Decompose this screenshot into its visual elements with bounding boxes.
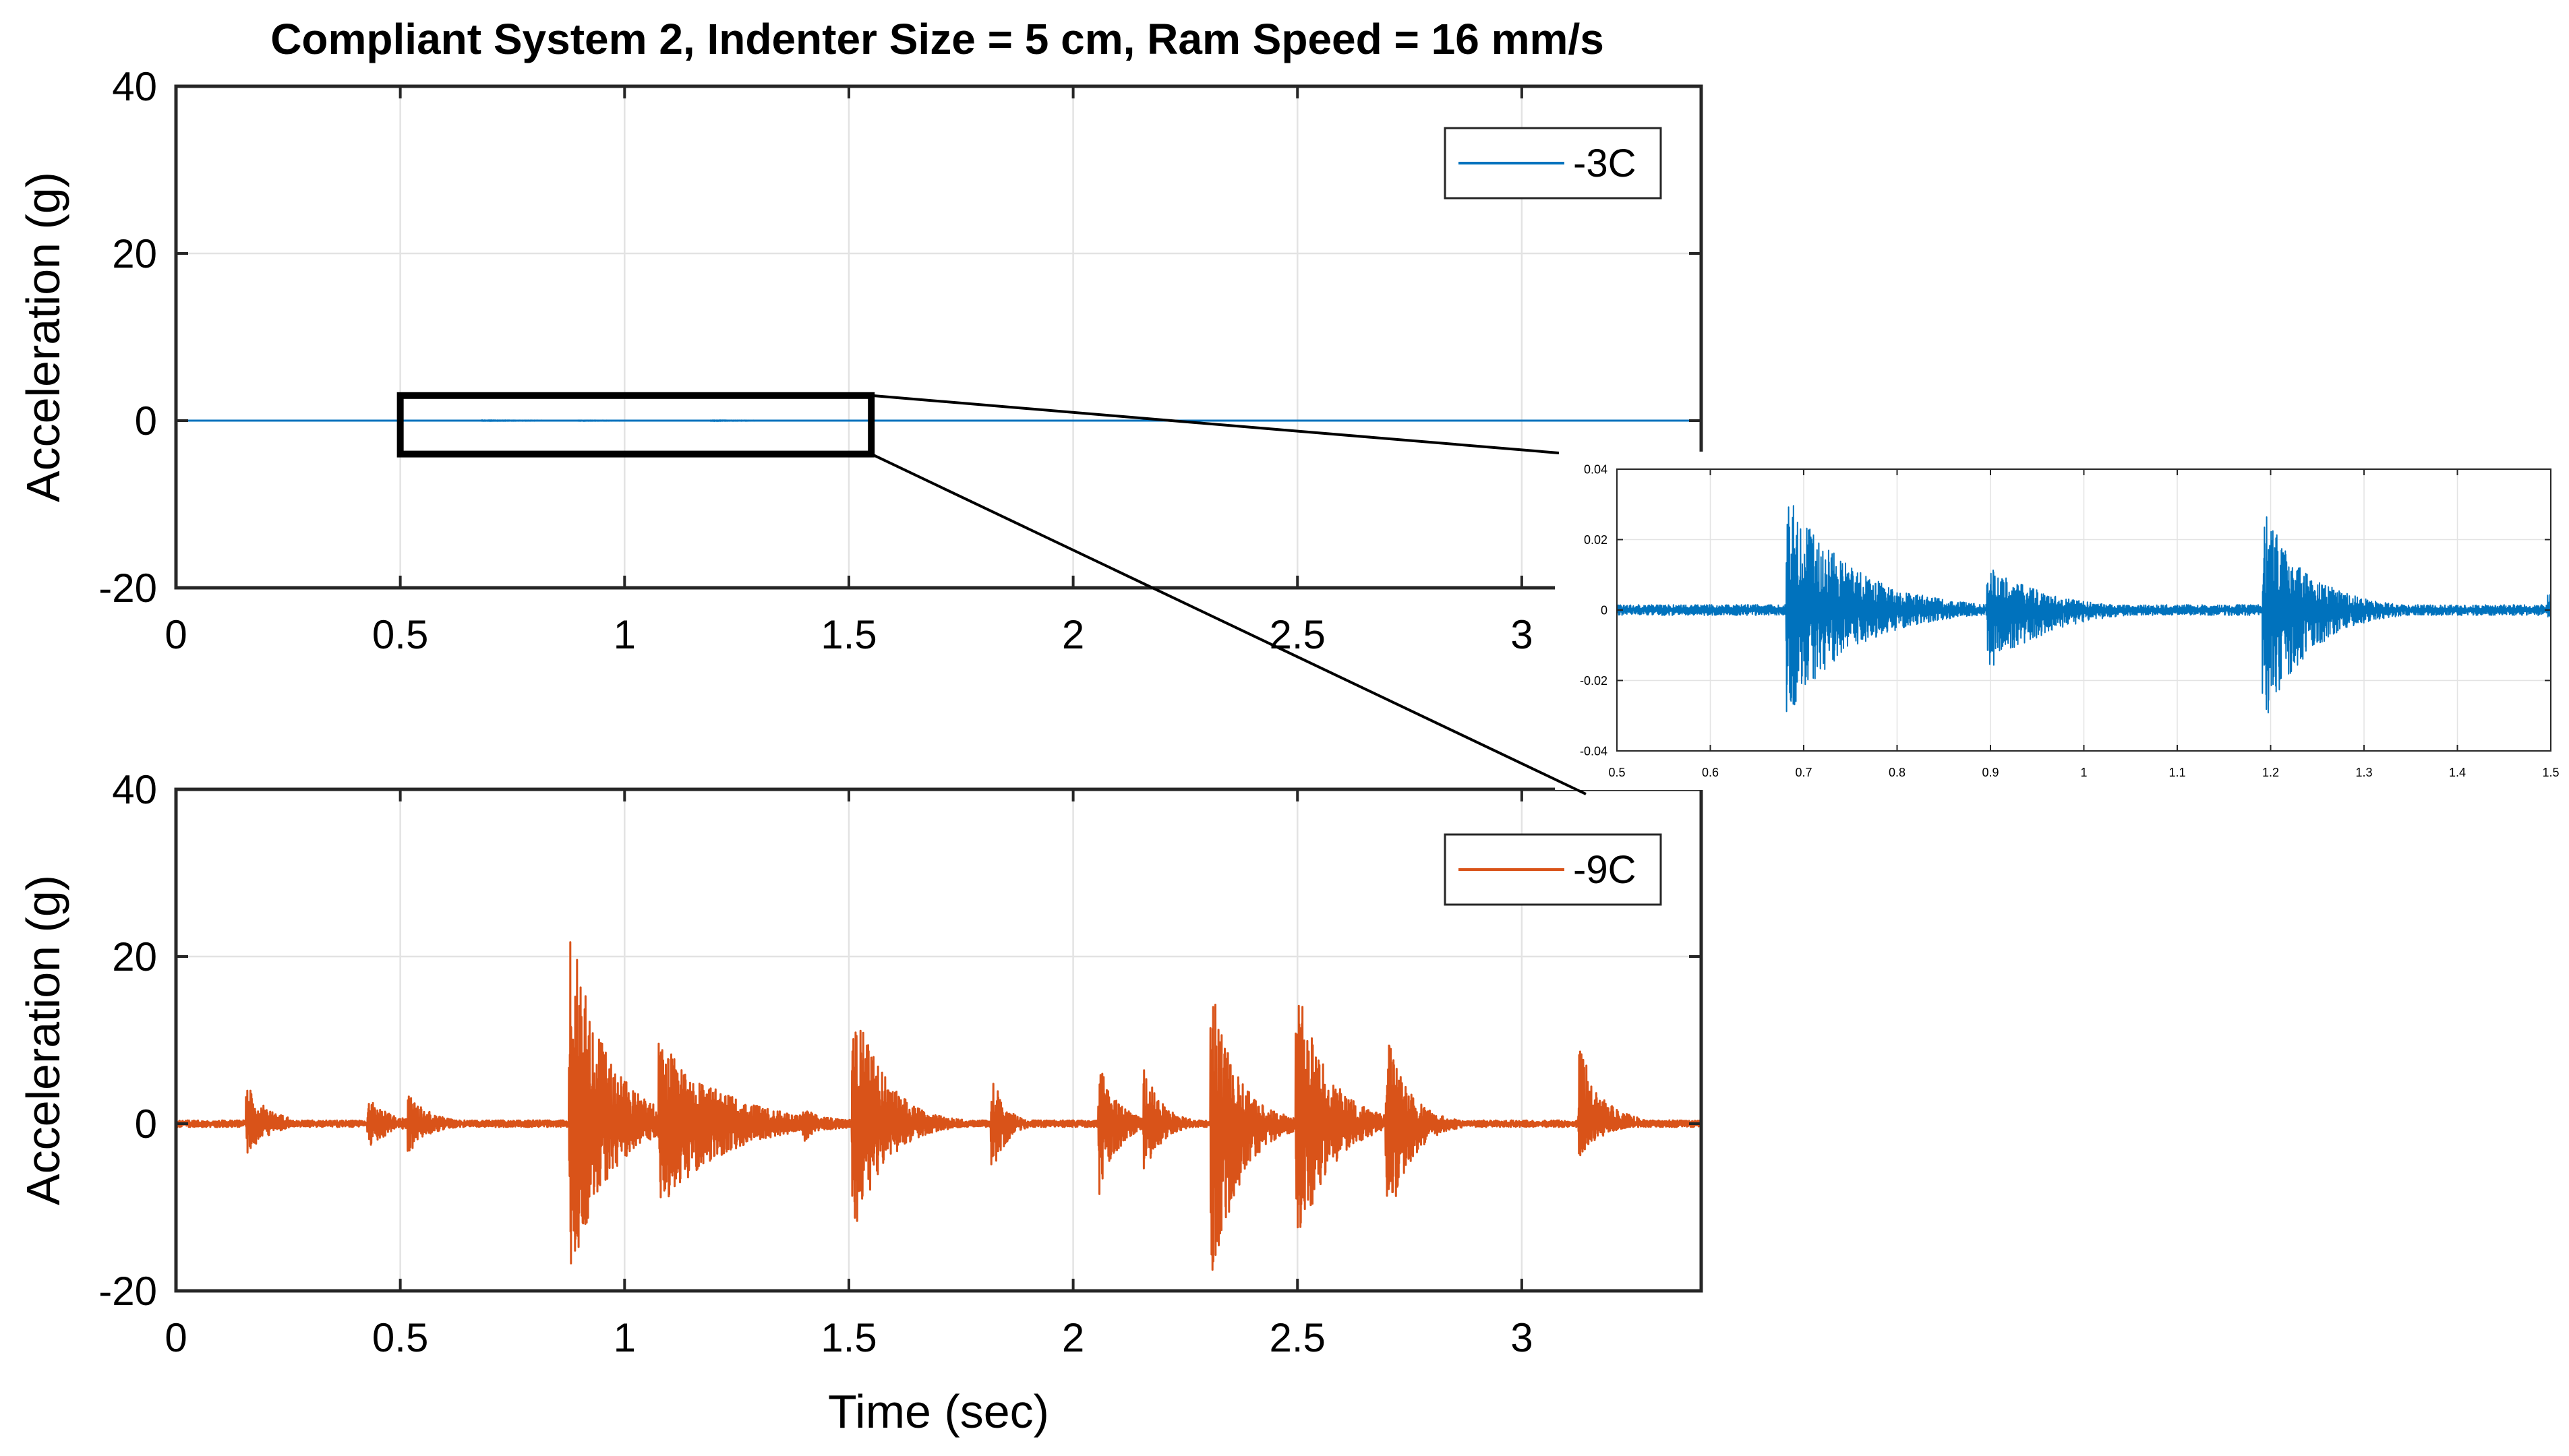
top-y-tick-labels: -20 0 20 40 — [98, 64, 157, 611]
x-tick-label: 1.2 — [2262, 766, 2279, 779]
x-tick-label: 1 — [614, 612, 636, 657]
y-tick-label: 40 — [112, 64, 157, 109]
x-tick-label: 0 — [165, 612, 187, 657]
y-tick-label: 0.04 — [1584, 462, 1607, 476]
x-tick-label: 2 — [1062, 1315, 1084, 1360]
bottom-series-group — [175, 941, 1703, 1271]
x-tick-label: 1 — [614, 1315, 636, 1360]
x-tick-label: 1.5 — [821, 612, 877, 657]
y-tick-label: 20 — [112, 934, 157, 979]
y-tick-label: 0 — [1601, 603, 1607, 617]
x-tick-label: 1.5 — [2542, 766, 2559, 779]
x-tick-label: 3 — [1510, 1315, 1533, 1360]
top-zoom-box — [396, 392, 875, 458]
x-tick-label: 1.5 — [821, 1315, 877, 1360]
top-ticks — [175, 85, 1701, 589]
x-tick-label: 0.8 — [1889, 766, 1906, 779]
x-tick-label: 1.4 — [2449, 766, 2466, 779]
top-x-tick-labels: 0 0.5 1 1.5 2 2.5 3 — [165, 612, 1533, 657]
x-tick-label: 0.7 — [1795, 766, 1812, 779]
y-tick-label: 40 — [112, 767, 157, 812]
x-tick-label: 1 — [2080, 766, 2087, 779]
zoom-connector-upper — [871, 394, 1560, 454]
x-tick-label: 0 — [165, 1315, 187, 1360]
top-axes-frame — [174, 84, 1703, 590]
bottom-ticks — [175, 788, 1701, 1292]
zoom-connector-lower — [870, 452, 1587, 795]
x-tick-label: 2.5 — [1270, 612, 1326, 657]
y-tick-label: 0.02 — [1584, 533, 1607, 547]
x-tick-label: 3 — [1510, 612, 1533, 657]
x-tick-label: 0.5 — [372, 1315, 428, 1360]
x-tick-label: 1.3 — [2355, 766, 2372, 779]
y-tick-label: -20 — [98, 566, 157, 611]
y-tick-label: -20 — [98, 1269, 157, 1314]
y-tick-label: -0.04 — [1580, 744, 1607, 758]
x-tick-label: 2 — [1062, 612, 1084, 657]
y-tick-label: 0 — [135, 1101, 157, 1147]
series-line--3C — [1616, 505, 2551, 714]
bottom-x-axis-label: Time (sec) — [828, 1385, 1049, 1438]
x-tick-label: 0.6 — [1702, 766, 1719, 779]
top-y-axis-label: Acceleration (g) — [17, 172, 69, 502]
series-line--9C — [175, 941, 1703, 1271]
y-tick-label: 20 — [112, 231, 157, 276]
bottom-y-tick-labels: -20 0 20 40 — [98, 767, 157, 1314]
x-tick-label: 0.9 — [1982, 766, 1999, 779]
y-tick-label: -0.02 — [1580, 674, 1607, 688]
x-tick-label: 1.1 — [2168, 766, 2185, 779]
x-tick-label: 0.5 — [372, 612, 428, 657]
bottom-axes-frame — [174, 787, 1703, 1293]
inset-y-tick-labels: -0.04 -0.02 0 0.02 0.04 — [1580, 462, 1607, 758]
top-legend: -3C — [1444, 127, 1662, 200]
figure-title: Compliant System 2, Indenter Size = 5 cm… — [270, 15, 1604, 63]
x-tick-label: 2.5 — [1270, 1315, 1326, 1360]
y-tick-label: 0 — [135, 398, 157, 444]
inset-ticks — [1616, 468, 2551, 752]
inset-x-tick-labels: 0.5 0.6 0.7 0.8 0.9 1 1.1 1.2 1.3 1.4 1.5 — [1608, 766, 2559, 779]
x-tick-label: 0.5 — [1608, 766, 1625, 779]
inset-series-group — [1616, 505, 2551, 714]
bottom-legend: -9C — [1444, 833, 1662, 906]
bottom-y-axis-label: Acceleration (g) — [17, 875, 69, 1205]
inset-panel: 0.5 0.6 0.7 0.8 0.9 1 1.1 1.2 1.3 1.4 1.5 -0.04-0.… — [1555, 452, 2564, 790]
bottom-x-tick-labels: 0 0.5 1 1.5 2 2.5 3 — [165, 1315, 1533, 1360]
top-legend-label: -3C — [1573, 142, 1636, 185]
bottom-legend-label: -9C — [1573, 848, 1636, 892]
